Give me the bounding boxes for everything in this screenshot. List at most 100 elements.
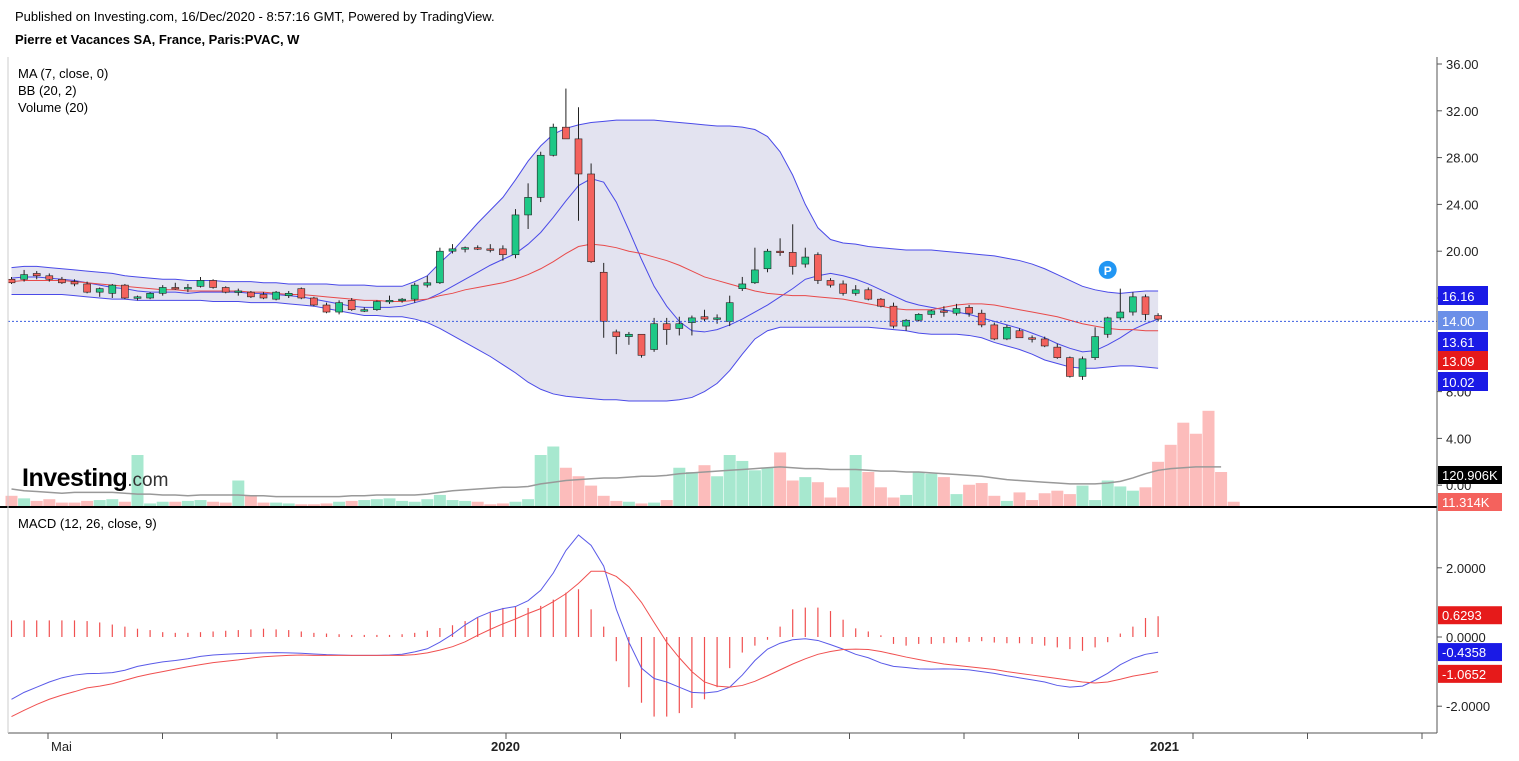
volume-bar (622, 501, 635, 506)
volume-bar (93, 500, 106, 506)
volume-bar (950, 494, 963, 506)
candle-body (108, 284, 117, 294)
candle-body (373, 301, 381, 311)
logo-suffix-text: .com (127, 470, 169, 491)
volume-bar (1051, 490, 1064, 506)
candle-body (259, 294, 268, 299)
macd-indicator-label[interactable]: MACD (12, 26, close, 9) (18, 516, 157, 531)
candle-body (889, 305, 898, 327)
candle-body (58, 278, 66, 284)
volume-bar (169, 501, 182, 506)
candle-body (725, 302, 734, 322)
volume-bar (345, 500, 358, 506)
volume-bar (282, 503, 295, 506)
candle-body (990, 324, 999, 340)
macd-tick-label: -2.0000 (1446, 699, 1490, 714)
price-value-label-box (1438, 286, 1488, 305)
volume-bar (1189, 433, 1202, 506)
candle-body (360, 309, 369, 312)
price-tick-label: 28.00 (1446, 151, 1479, 166)
volume-value-label-box (1438, 466, 1502, 484)
volume-bar (1000, 500, 1013, 506)
candle-body (335, 302, 343, 313)
volume-bar (5, 495, 18, 506)
candle-body (902, 319, 910, 327)
volume-bar (433, 494, 446, 506)
price-value-label-box (1438, 311, 1488, 330)
candle-body (297, 288, 306, 299)
candle-body (461, 247, 469, 250)
candle-body (599, 271, 608, 322)
volume-bar (320, 503, 333, 506)
macd-value-label: -1.0652 (1442, 667, 1486, 682)
volume-bar (597, 495, 610, 506)
candle-body (549, 126, 558, 156)
volume-indicator-label[interactable]: Volume (20) (18, 100, 89, 115)
candle-body (171, 287, 180, 290)
candle-body (436, 250, 444, 284)
candle-body (133, 296, 142, 299)
candle-body (864, 289, 873, 300)
volume-bar (55, 502, 68, 506)
candle-body (1141, 296, 1150, 315)
volume-bar (849, 455, 862, 506)
candle-body (45, 275, 54, 280)
volume-bar (1227, 501, 1240, 506)
volume-bar (1202, 410, 1215, 506)
volume-bar (18, 498, 31, 506)
volume-bar (698, 465, 711, 506)
earnings-marker-label: P (1104, 264, 1112, 278)
candle-body (1015, 330, 1024, 339)
volume-value-label: 120.906K (1442, 468, 1498, 483)
candle-body (1040, 338, 1049, 347)
candle-body (524, 197, 532, 216)
earnings-marker-icon[interactable] (1098, 260, 1117, 279)
volume-bar (660, 500, 673, 506)
volume-bar (43, 499, 56, 506)
ma-indicator-label[interactable]: MA (7, close, 0) (18, 66, 109, 81)
volume-bar (975, 483, 988, 506)
volume-bar (144, 503, 157, 506)
candle-body (713, 317, 721, 320)
candle-body (1066, 357, 1074, 377)
candle-body (675, 323, 684, 329)
candle-body (612, 331, 621, 337)
volume-bar (559, 467, 572, 506)
candle-body (486, 248, 495, 251)
volume-bar (270, 502, 283, 506)
volume-bar (1026, 500, 1039, 506)
candle-body (1078, 358, 1087, 377)
volume-bar (1038, 493, 1051, 506)
price-tick-label: 4.00 (1446, 431, 1471, 446)
logo-main-text: Investing (22, 464, 128, 492)
candle-body (1028, 337, 1036, 340)
bollinger-band-fill (11, 120, 1159, 401)
volume-bar (68, 502, 81, 506)
volume-bar (1101, 480, 1114, 506)
candle-body (158, 287, 167, 294)
bb-indicator-label[interactable]: BB (20, 2) (18, 83, 77, 98)
volume-bar (446, 500, 459, 506)
volume-bar (1126, 490, 1139, 506)
candle-body (914, 314, 923, 321)
candle-body (776, 250, 784, 253)
price-value-label-box (1438, 372, 1488, 391)
candle-body (751, 269, 759, 284)
volume-bar (232, 480, 245, 506)
candle-body (574, 138, 583, 175)
volume-bar (522, 499, 535, 506)
candle-body (511, 214, 520, 256)
candle-body (637, 333, 646, 356)
macd-value-label-box (1438, 664, 1502, 683)
candle-body (385, 300, 394, 303)
volume-bar (383, 498, 396, 506)
candle-body (1154, 315, 1162, 320)
time-label-mai: Mai (51, 739, 72, 754)
volume-bar (585, 485, 598, 506)
volume-bar (496, 503, 509, 506)
volume-bar (635, 503, 648, 506)
volume-ma-line (11, 466, 1222, 498)
volume-bar (547, 446, 560, 506)
candle-body (814, 254, 822, 281)
